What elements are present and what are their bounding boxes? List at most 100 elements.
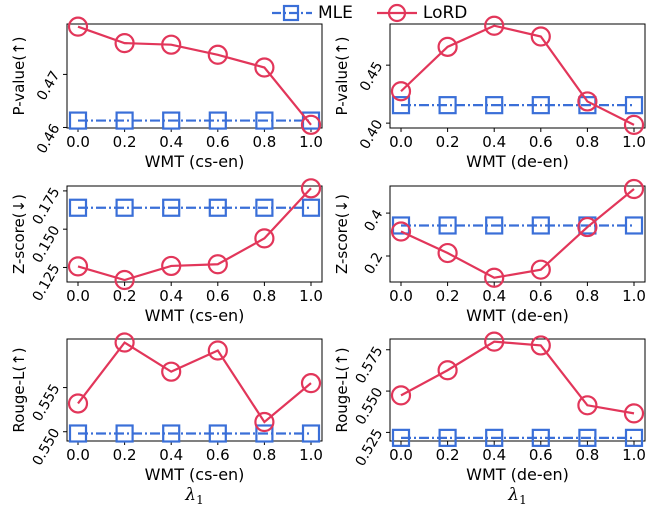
x-axis-label: WMT (cs-en) xyxy=(145,306,245,325)
y-tick-label: 0.2 xyxy=(361,250,386,277)
data-point-lord xyxy=(623,403,645,424)
x-tick-label: 0.0 xyxy=(66,133,90,151)
data-point-mle xyxy=(162,198,181,217)
mle-legend-marker-icon xyxy=(272,4,312,22)
x-tick-label: 0.2 xyxy=(436,446,460,464)
y-tick-label: 0.47 xyxy=(34,68,63,103)
y-axis-label: Rouge-L(↑) xyxy=(333,347,351,432)
lambda-symbol-label: λ1 xyxy=(184,485,203,507)
y-axis-label: Z-score(↓) xyxy=(333,194,351,274)
data-point-lord xyxy=(161,361,182,382)
x-tick-label: 0.6 xyxy=(529,133,553,151)
series-line-lord xyxy=(400,24,635,126)
x-axis-label: WMT (de-en) xyxy=(466,465,569,484)
data-point-lord xyxy=(114,332,135,353)
x-tick-label: 1.0 xyxy=(622,287,646,305)
data-point-lord xyxy=(577,216,598,238)
data-point-mle xyxy=(208,198,227,217)
data-point-mle xyxy=(68,198,88,217)
data-point-lord xyxy=(530,335,551,356)
data-point-lord xyxy=(114,269,135,291)
x-tick-label: 1.0 xyxy=(622,446,646,464)
data-point-mle xyxy=(578,428,597,447)
data-point-mle xyxy=(115,198,134,217)
series-line-lord xyxy=(400,188,635,279)
data-point-lord xyxy=(254,57,275,78)
x-tick-label: 0.0 xyxy=(389,446,413,464)
data-point-lord xyxy=(577,395,598,416)
x-tick-label: 0.0 xyxy=(389,133,413,151)
data-point-mle xyxy=(624,216,644,235)
y-tick-label: 0.555 xyxy=(30,382,64,425)
data-point-mle xyxy=(255,111,274,130)
x-tick-label: 0.2 xyxy=(113,133,137,151)
data-point-mle xyxy=(438,428,457,447)
x-tick-label: 0.4 xyxy=(482,287,506,305)
x-tick-label: 1.0 xyxy=(622,133,646,151)
data-point-lord xyxy=(437,360,458,381)
series-line-lord xyxy=(77,187,312,282)
data-point-lord xyxy=(577,91,598,112)
data-point-lord xyxy=(67,256,89,277)
data-point-mle xyxy=(68,424,88,443)
legend-label-mle: MLE xyxy=(318,3,353,23)
y-tick-label: 0.150 xyxy=(30,223,64,266)
x-tick-label: 0.6 xyxy=(206,133,230,151)
data-point-mle xyxy=(162,111,181,130)
data-point-mle xyxy=(624,96,644,115)
x-tick-label: 1.0 xyxy=(299,287,323,305)
data-point-mle xyxy=(485,428,504,447)
series-line-lord xyxy=(400,340,635,415)
x-tick-label: 1.0 xyxy=(299,446,323,464)
data-point-lord xyxy=(484,267,505,288)
data-point-mle xyxy=(485,96,504,115)
data-point-lord xyxy=(207,254,228,275)
legend-item-mle: MLE xyxy=(270,3,353,23)
data-point-lord xyxy=(207,340,228,361)
y-tick-label: 0.4 xyxy=(361,207,386,234)
x-tick-label: 0.4 xyxy=(482,446,506,464)
x-tick-label: 0.0 xyxy=(66,287,90,305)
data-point-mle xyxy=(531,96,550,115)
data-point-lord xyxy=(530,26,551,47)
data-point-lord xyxy=(437,36,458,57)
data-point-mle xyxy=(391,428,411,447)
x-tick-label: 0.0 xyxy=(66,446,90,464)
data-point-mle xyxy=(438,96,457,115)
lord-legend-marker-icon xyxy=(376,3,417,23)
x-tick-label: 0.8 xyxy=(575,287,599,305)
data-point-lord xyxy=(623,178,645,200)
y-tick-label: 0.45 xyxy=(357,59,386,94)
x-tick-label: 0.4 xyxy=(159,446,183,464)
data-point-mle xyxy=(301,424,321,443)
x-tick-label: 0.8 xyxy=(252,446,276,464)
x-axis-label: WMT (de-en) xyxy=(466,306,569,325)
data-point-mle xyxy=(624,428,644,447)
x-tick-label: 0.8 xyxy=(575,446,599,464)
lambda-symbol-label: λ1 xyxy=(507,485,526,507)
x-tick-label: 1.0 xyxy=(299,133,323,151)
axes-frame xyxy=(66,185,323,283)
data-point-mle xyxy=(301,198,321,217)
data-point-mle xyxy=(208,111,227,130)
data-point-mle xyxy=(391,96,411,115)
y-axis-label: P-value(↑) xyxy=(10,37,28,116)
data-point-lord xyxy=(437,242,458,264)
panel-top-left: 0.0 0.2 0.4 0.6 0.8 1.0 0.46 0.47 WMT (cs-en) P-v… xyxy=(10,16,323,171)
x-tick-label: 0.4 xyxy=(159,133,183,151)
data-point-lord xyxy=(67,393,89,414)
data-point-lord xyxy=(484,331,505,352)
y-tick-label: 0.550 xyxy=(353,385,387,428)
axes-frame xyxy=(389,338,646,442)
legend-label-lord: LoRD xyxy=(422,3,468,23)
y-tick-label: 0.575 xyxy=(353,344,387,387)
axes-frame xyxy=(389,23,646,129)
data-point-mle xyxy=(255,198,274,217)
data-point-lord xyxy=(390,81,412,102)
y-axis-label: Rouge-L(↑) xyxy=(10,347,28,432)
data-point-mle xyxy=(531,428,550,447)
